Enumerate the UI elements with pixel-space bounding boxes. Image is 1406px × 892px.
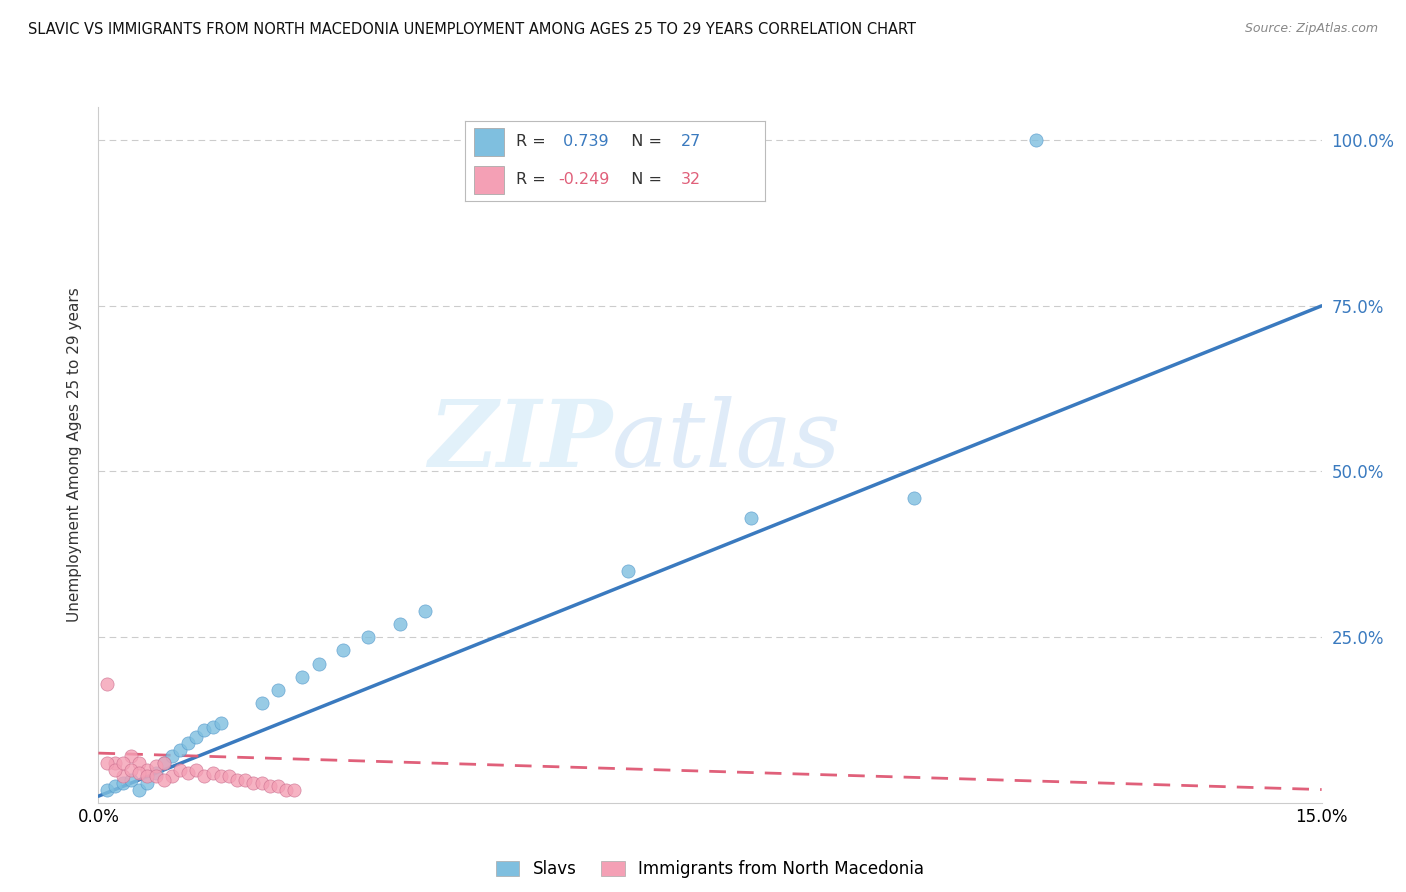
Point	[193, 723, 215, 737]
Point	[145, 769, 167, 783]
Point	[291, 670, 314, 684]
Point	[145, 759, 167, 773]
Text: ZIP: ZIP	[427, 396, 612, 486]
Point	[1025, 133, 1047, 147]
Point	[152, 756, 174, 770]
Point	[218, 769, 240, 783]
Point	[120, 749, 142, 764]
Point	[740, 511, 762, 525]
Point	[308, 657, 330, 671]
Point	[120, 763, 142, 777]
Legend: Slavs, Immigrants from North Macedonia: Slavs, Immigrants from North Macedonia	[489, 854, 931, 885]
Text: Source: ZipAtlas.com: Source: ZipAtlas.com	[1244, 22, 1378, 36]
Point	[104, 779, 127, 793]
Point	[209, 769, 232, 783]
Point	[104, 763, 127, 777]
Point	[104, 756, 127, 770]
Point	[177, 736, 200, 750]
Point	[136, 763, 159, 777]
Point	[152, 772, 174, 787]
Point	[259, 779, 281, 793]
Point	[128, 756, 150, 770]
Point	[111, 769, 134, 783]
Point	[274, 782, 297, 797]
Y-axis label: Unemployment Among Ages 25 to 29 years: Unemployment Among Ages 25 to 29 years	[66, 287, 82, 623]
Point	[250, 697, 273, 711]
Point	[903, 491, 925, 505]
Point	[96, 756, 118, 770]
Point	[96, 676, 118, 690]
Point	[160, 769, 183, 783]
Point	[413, 604, 436, 618]
Point	[120, 772, 142, 787]
Point	[169, 743, 191, 757]
Point	[389, 616, 412, 631]
Point	[267, 683, 290, 698]
Point	[145, 766, 167, 780]
Point	[193, 769, 215, 783]
Point	[283, 782, 305, 797]
Text: atlas: atlas	[612, 396, 842, 486]
Point	[96, 782, 118, 797]
Point	[233, 772, 256, 787]
Point	[617, 564, 640, 578]
Point	[201, 720, 224, 734]
Point	[152, 756, 174, 770]
Point	[356, 630, 378, 644]
Point	[111, 756, 134, 770]
Point	[186, 730, 208, 744]
Text: SLAVIC VS IMMIGRANTS FROM NORTH MACEDONIA UNEMPLOYMENT AMONG AGES 25 TO 29 YEARS: SLAVIC VS IMMIGRANTS FROM NORTH MACEDONI…	[28, 22, 917, 37]
Point	[169, 763, 191, 777]
Point	[186, 763, 208, 777]
Point	[136, 776, 159, 790]
Point	[250, 776, 273, 790]
Point	[177, 766, 200, 780]
Point	[226, 772, 249, 787]
Point	[201, 766, 224, 780]
Point	[267, 779, 290, 793]
Point	[111, 776, 134, 790]
Point	[242, 776, 264, 790]
Point	[209, 716, 232, 731]
Point	[332, 643, 354, 657]
Point	[128, 782, 150, 797]
Point	[136, 769, 159, 783]
Point	[160, 749, 183, 764]
Point	[128, 766, 150, 780]
